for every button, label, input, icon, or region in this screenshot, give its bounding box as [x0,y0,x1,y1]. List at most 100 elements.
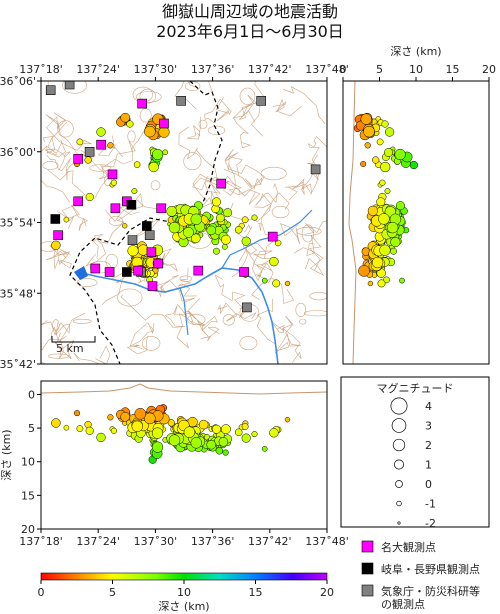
epicenter-marker [221,234,231,245]
bottom-depth-axis-title: 深さ (km) [0,429,13,480]
hypocenter-marker-east [360,160,367,168]
hypocenter-marker-east [384,188,391,195]
bottom-depth-tick-label: 5 [28,422,35,435]
epicenter-marker [63,216,70,223]
hypocenter-marker-east [380,161,391,173]
epicenter-marker [127,245,139,257]
hypocenter-marker-south [218,437,229,447]
epicenter-marker [272,279,281,288]
hypocenter-marker-east [384,127,395,137]
epicenter-marker [162,149,168,156]
depth-section-east: 深さ (km) 0 5 10 15 20 [340,45,496,365]
station-marker [267,231,278,242]
epicenter-marker [212,247,220,255]
station-marker [90,263,101,274]
magnitude-legend: マグニチュード 4 3 2 1 0 -1 -2 [340,376,490,530]
hypocenter-marker-south [144,412,156,425]
map-title: 御嶽山周辺域の地震活動 [161,2,338,21]
station-marker [153,258,164,269]
hypocenter-marker-east [378,213,390,225]
scale-label: 5 km [56,342,84,355]
map-latitude-tick-label: 36˚00' [0,146,36,159]
bottom-longitude-tick-label: 137˚36' [191,535,235,548]
hypocenter-marker-south [206,439,216,450]
map-date-range: 2023年6月1日～6月30日 [156,22,344,41]
right-depth-ticks: 0 5 10 15 20 [340,63,496,81]
epicenter-marker [223,208,233,218]
bottom-longitude-tick-label: 137˚48' [305,535,349,548]
hypocenter-marker-east [395,201,405,211]
bottom-depth-ticks: 0 5 10 15 20 [21,388,41,536]
hypocenter-marker-south [241,433,251,443]
bottom-depth-tick-label: 10 [21,456,35,469]
station-legend-label-jma: 気象庁・防災科研等 [381,584,480,598]
river-branch [179,287,189,336]
epicenter-marker [107,142,114,149]
epicenter-marker [241,216,249,224]
hypocenter-marker-east [409,160,418,170]
epicenter-marker [152,148,164,161]
magnitude-legend-label: 1 [425,459,432,472]
epicenter-marker [261,277,268,284]
epicenter-marker [126,120,134,128]
hypocenter-marker-east [367,205,378,216]
hypocenter-marker-east [372,156,380,164]
magnitude-legend-label: -2 [425,517,436,530]
hypocenter-marker-east [358,265,370,277]
station-legend-label-jma-line2: の観測点 [381,597,425,611]
depth-colorbar: 0 5 10 15 20 深さ (km) [38,572,334,613]
station-marker [45,85,56,95]
epicenter-marker [85,192,94,202]
hypocenter-marker-east [376,138,384,146]
hypocenter-marker-south [222,449,229,456]
station-marker [242,302,252,313]
hypocenter-marker-south [168,434,181,446]
station-legend-swatch-prefecture [361,562,374,575]
hypocenter-marker-south [215,447,224,455]
epicenter-marker [191,233,201,244]
station-marker [137,98,147,109]
epicenter-marker [221,243,228,250]
bottom-longitude-ticks: 137˚18' 137˚24' 137˚30' 137˚36' 137˚42' 137˚4… [19,529,349,548]
hypocenter-marker-east [379,179,386,186]
station-marker [127,235,138,245]
hypocenter-marker-south [96,432,106,443]
magnitude-legend-label: 3 [425,420,432,433]
epicenter-marker [148,161,159,173]
magnitude-legend-label: 4 [425,400,432,413]
magnitude-legend-symbol [390,397,408,415]
hypocenter-marker-south [110,427,118,434]
hypocenter-markers-south [51,404,291,464]
station-legend-label-nagoya: 名大観測点 [381,540,436,554]
bottom-longitude-tick-label: 137˚42' [248,535,292,548]
epicenter-marker [131,188,138,195]
hypocenter-marker-east [390,247,397,255]
colorbar-tick-label: 20 [320,586,334,599]
epicenter-marker [215,213,225,223]
hypocenter-marker-east [367,280,374,287]
station-marker [144,230,155,240]
hypocenter-marker-south [198,419,209,430]
map-latitude-tick-label: 35˚54' [0,217,36,230]
hypocenter-marker-east [364,142,371,149]
map-longitude-tick-label: 137˚36' [191,63,235,76]
hypocenter-marker-east [377,279,386,288]
map-latitude-tick-label: 35˚42' [0,358,36,371]
epicenter-marker [96,127,106,137]
station-legend: 名大観測点 岐阜・長野県観測点 気象庁・防災科研等 の観測点 [361,540,480,611]
hypocenter-marker-south [76,425,84,432]
hypocenter-marker-east [376,197,386,207]
station-marker [156,203,166,214]
station-marker [193,265,204,276]
lake [74,266,88,280]
magnitude-legend-symbol [394,459,405,470]
station-marker [310,164,321,175]
hypocenter-marker-south [167,419,175,427]
hypocenter-marker-east [383,276,390,284]
station-marker [64,81,75,90]
map-panel: 5 km 137˚18' 137˚24' 137˚30' 137˚36' 137˚42'… [0,63,349,371]
epicenter-marker [241,236,251,246]
hypocenter-marker-south [183,426,196,438]
hypocenter-marker-south [73,410,81,417]
